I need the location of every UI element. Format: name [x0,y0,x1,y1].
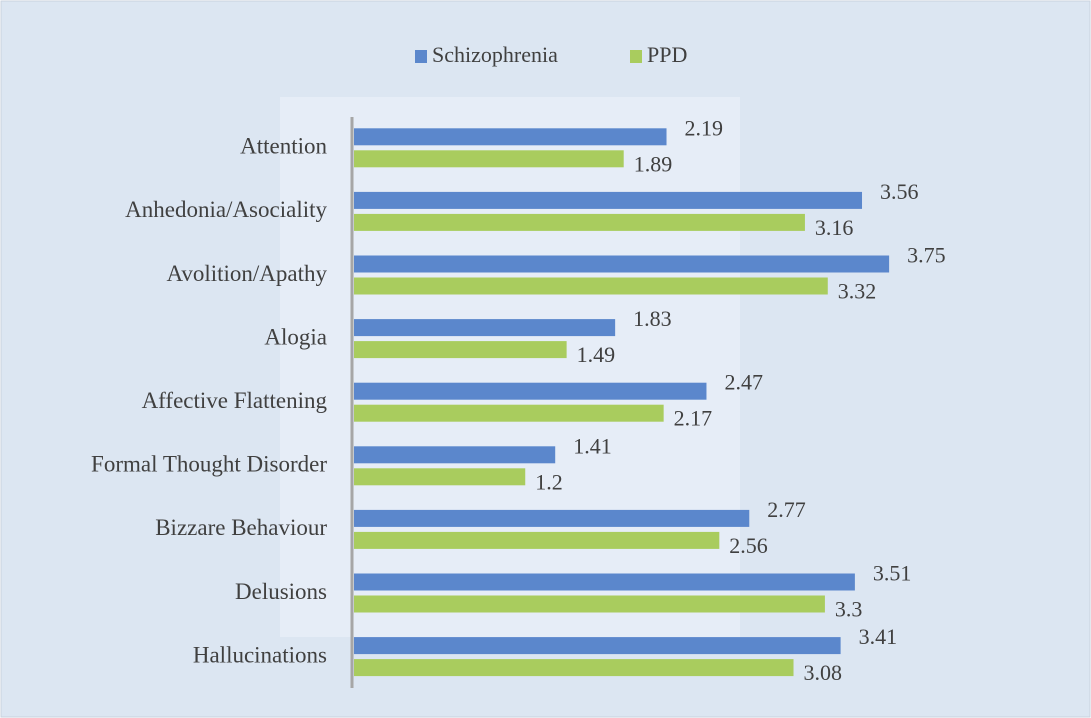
y-tick-label: Formal Thought Disorder [91,452,327,477]
data-label: 3.51 [873,561,912,586]
data-label: 1.2 [535,469,563,494]
legend-label: PPD [647,42,687,67]
data-label: 3.56 [880,179,919,204]
data-label: 3.32 [838,279,877,304]
data-label: 3.3 [835,597,863,622]
data-label: 1.83 [633,306,672,331]
data-label: 2.17 [674,406,713,431]
bar [354,128,667,146]
bar [354,446,556,464]
bar [354,509,750,527]
y-tick-label: Bizzare Behaviour [155,515,327,540]
bar [354,573,855,591]
bar [354,150,624,168]
data-label: 1.49 [577,342,616,367]
bar [354,191,863,209]
data-label: 3.75 [907,243,946,268]
y-tick-label: Anhedonia/Asociality [125,197,327,222]
plot-background [280,97,740,637]
data-label: 2.19 [685,115,724,140]
y-tick-label: Avolition/Apathy [166,261,327,286]
data-label: 2.77 [767,497,806,522]
legend-label: Schizophrenia [432,42,558,67]
data-label: 2.56 [729,533,768,558]
bar [354,637,841,655]
data-label: 1.89 [634,151,673,176]
bar [354,341,567,359]
bar [354,531,720,549]
bar [354,255,890,273]
legend-swatch [630,50,642,63]
bar [354,404,664,422]
y-tick-label: Attention [240,134,327,159]
bar [354,595,825,613]
y-tick-label: Alogia [264,324,327,349]
bar [354,659,794,677]
data-label: 1.41 [573,433,612,458]
y-tick-label: Affective Flattening [142,388,328,413]
y-tick-label: Delusions [235,579,327,604]
data-label: 3.16 [815,215,854,240]
bar [354,382,707,400]
legend-swatch [415,50,427,63]
bar [354,213,805,231]
data-label: 2.47 [724,370,763,395]
bar [354,277,828,295]
data-label: 3.08 [804,660,843,685]
y-tick-label: Hallucinations [193,642,327,667]
data-label: 3.41 [859,624,898,649]
bar [354,468,526,486]
bar [354,319,616,337]
